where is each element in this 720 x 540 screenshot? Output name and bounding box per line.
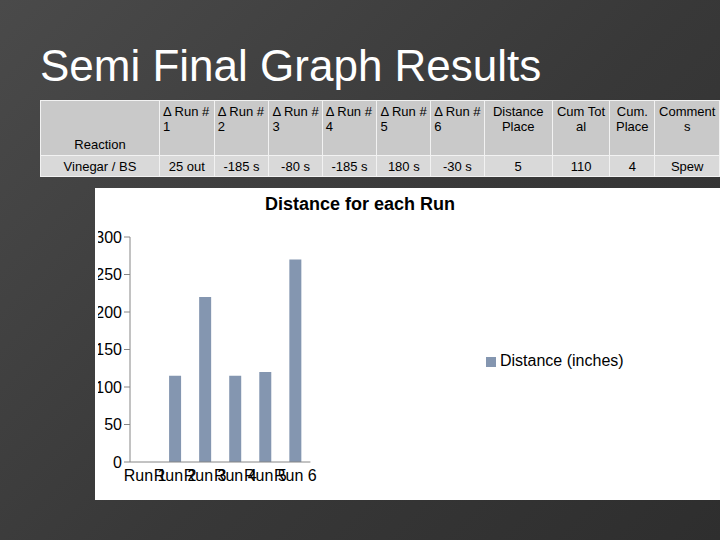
html-text:Distance (inches): Distance (inches) bbox=[500, 352, 624, 369]
html-text:Vinegar / BS: Vinegar / BS bbox=[63, 158, 137, 174]
html-text:-30 s: -30 s bbox=[442, 158, 472, 174]
svg-text:50: 50 bbox=[104, 416, 122, 433]
svg-text:Run 4: Run 4 bbox=[213, 467, 257, 485]
html-text:-80 s: -80 s bbox=[281, 158, 310, 174]
html-text:Cum Total: Cum Total bbox=[557, 104, 606, 134]
html-text:Semi Final Graph Results: Semi Final Graph Results bbox=[40, 41, 542, 90]
html-text:180 s: 180 s bbox=[387, 158, 420, 174]
html-text:Δ Run #2: Δ Run #2 bbox=[217, 104, 264, 134]
html-text:-185 s: -185 s bbox=[223, 158, 260, 174]
html-text:Comments: Comments bbox=[659, 104, 716, 134]
html-text:Δ Run #6: Δ Run #6 bbox=[434, 104, 481, 134]
html-text:Distance for each Run: Distance for each Run bbox=[265, 194, 455, 214]
svg-text:Run 5: Run 5 bbox=[243, 467, 287, 485]
html-text:4: 4 bbox=[628, 158, 636, 174]
svg-text:300: 300 bbox=[98, 229, 122, 246]
html-text:5: 5 bbox=[514, 158, 522, 174]
html-text:Δ Run #3: Δ Run #3 bbox=[272, 104, 319, 134]
svg-text:150: 150 bbox=[98, 341, 122, 358]
html-text:Δ Run #1: Δ Run #1 bbox=[163, 104, 210, 134]
html-text:25 out: 25 out bbox=[168, 158, 205, 174]
html-text:Reaction: Reaction bbox=[74, 137, 126, 152]
html-text:Distance Place: Distance Place bbox=[492, 104, 544, 134]
svg-text:0: 0 bbox=[113, 454, 122, 471]
svg-text:Run 2: Run 2 bbox=[153, 467, 197, 485]
svg-text:Run 1: Run 1 bbox=[123, 467, 167, 485]
html-text:Δ Run #5: Δ Run #5 bbox=[380, 104, 427, 134]
html-text:-185 s: -185 s bbox=[331, 158, 368, 174]
html-text:Cum.Place: Cum.Place bbox=[616, 104, 649, 134]
svg-text:100: 100 bbox=[98, 379, 122, 396]
svg-text:250: 250 bbox=[98, 266, 122, 283]
html-text:Spew: Spew bbox=[671, 158, 704, 174]
html-text:110: 110 bbox=[570, 158, 592, 174]
svg-text:Run 6: Run 6 bbox=[274, 467, 317, 484]
svg-text:200: 200 bbox=[98, 304, 122, 321]
svg-text:Run 3: Run 3 bbox=[183, 467, 227, 485]
html-text:Δ Run #4: Δ Run #4 bbox=[325, 104, 372, 134]
